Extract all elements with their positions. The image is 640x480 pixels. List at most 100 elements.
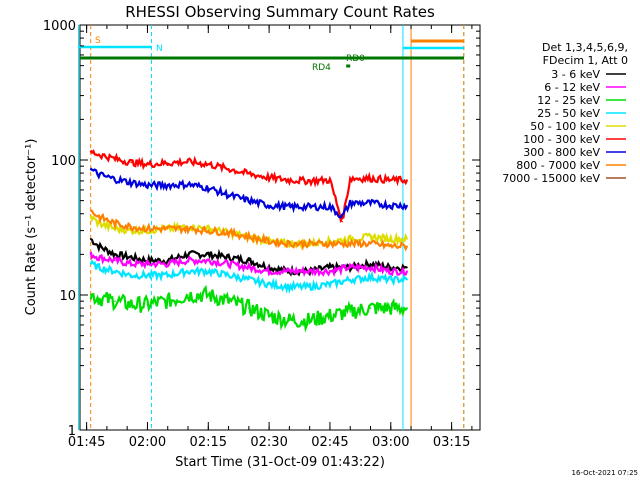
- data-point: [89, 168, 92, 171]
- data-point: [268, 204, 270, 207]
- data-point: [97, 173, 100, 176]
- data-point: [389, 266, 392, 269]
- data-point: [288, 206, 291, 208]
- y-axis-label: Count Rate (s⁻¹ detector⁻¹): [24, 139, 39, 316]
- data-point: [268, 315, 270, 317]
- data-point: [97, 256, 100, 259]
- data-point: [369, 276, 372, 279]
- data-point: [406, 266, 408, 269]
- data-point: [97, 222, 100, 225]
- data-point: [248, 307, 250, 309]
- data-point: [146, 163, 149, 166]
- data-point: [187, 227, 189, 230]
- series-line: [89, 251, 409, 278]
- data-point: [89, 294, 92, 296]
- legend-label: 50 - 100 keV: [530, 120, 600, 133]
- data-point: [248, 173, 250, 175]
- data-point: [248, 235, 250, 238]
- data-point: [146, 184, 149, 187]
- data-point: [248, 259, 250, 262]
- data-point: [227, 263, 230, 265]
- data-point: [329, 270, 331, 273]
- legend-label: 800 - 7000 keV: [516, 159, 600, 172]
- x-tick-label: 03:00: [372, 435, 409, 450]
- data-point: [130, 161, 133, 164]
- data-point: [227, 256, 230, 259]
- data-point: [97, 153, 100, 156]
- flag-label: RD4: [312, 63, 331, 73]
- data-point: [369, 177, 372, 180]
- data-point: [268, 176, 270, 179]
- data-point: [406, 245, 408, 247]
- x-tick-label: 01:45: [68, 435, 105, 450]
- timestamp: 16-Oct-2021 07:25: [572, 469, 638, 477]
- axis-layer: 01:45 02:00 02:15 02:30 02:45 03:00 03:15 1 10 10…: [43, 19, 480, 450]
- data-point: [89, 215, 92, 218]
- data-point: [227, 231, 230, 234]
- data-point: [329, 206, 331, 208]
- legend-label: 12 - 25 keV: [537, 94, 600, 107]
- series-line: [89, 284, 408, 333]
- data-point: [406, 238, 408, 240]
- x-tick-label: 03:15: [433, 435, 470, 450]
- data-point: [248, 199, 250, 202]
- data-point: [288, 286, 291, 288]
- legend-label: 3 - 6 keV: [551, 68, 600, 81]
- legend-label: 25 - 50 keV: [537, 107, 600, 120]
- data-point: [288, 179, 291, 181]
- data-point: [389, 307, 392, 309]
- legend-header: Det 1,3,4,5,6,9,: [542, 41, 628, 54]
- data-point: [349, 242, 352, 245]
- chart-title: RHESSI Observing Summary Count Rates: [125, 3, 435, 21]
- x-axis-label: Start Time (31-Oct-09 01:43:22): [175, 455, 385, 470]
- legend-label: 100 - 300 keV: [523, 133, 600, 146]
- data-point: [288, 242, 291, 245]
- data-point: [207, 229, 210, 232]
- flag-label: RD0: [346, 54, 365, 64]
- data-point: [166, 263, 169, 265]
- data-point: [389, 238, 392, 240]
- data-point: [130, 263, 133, 265]
- data-point: [227, 300, 230, 302]
- data-point: [349, 238, 352, 240]
- data-point: [248, 278, 250, 281]
- data-point: [308, 206, 311, 208]
- data-point: [130, 226, 133, 228]
- data-point: [114, 222, 116, 225]
- data-point: [308, 286, 311, 288]
- data-point: [369, 242, 372, 245]
- data-point: [389, 278, 392, 281]
- data-point: [349, 177, 352, 180]
- data-point: [389, 245, 392, 247]
- data-point: [130, 256, 133, 259]
- data-point: [97, 215, 100, 218]
- data-point: [146, 274, 149, 277]
- data-point: [406, 278, 408, 281]
- data-point: [329, 266, 331, 269]
- data-point: [207, 227, 210, 230]
- data-point: [166, 274, 169, 277]
- data-point: [114, 158, 116, 160]
- data-point: [166, 259, 169, 262]
- flag-label: S: [95, 36, 101, 46]
- data-point: [114, 300, 116, 302]
- data-point: [114, 253, 116, 256]
- plot-border: [79, 24, 481, 431]
- data-point: [207, 187, 210, 189]
- plot-frame: [79, 24, 481, 431]
- data-point: [187, 253, 189, 256]
- data-point: [166, 184, 169, 187]
- x-tick-label: 02:15: [190, 435, 227, 450]
- data-point: [97, 245, 100, 247]
- data-point: [146, 263, 149, 265]
- legend: Det 1,3,4,5,6,9,FDecim 1, Att 03 - 6 keV…: [502, 41, 628, 185]
- data-point: [406, 270, 408, 273]
- series-line: [90, 209, 408, 252]
- data-point: [288, 319, 291, 322]
- series-layer: [89, 149, 409, 333]
- data-point: [146, 227, 149, 230]
- data-point: [308, 270, 311, 273]
- data-point: [349, 202, 352, 204]
- data-point: [369, 266, 372, 269]
